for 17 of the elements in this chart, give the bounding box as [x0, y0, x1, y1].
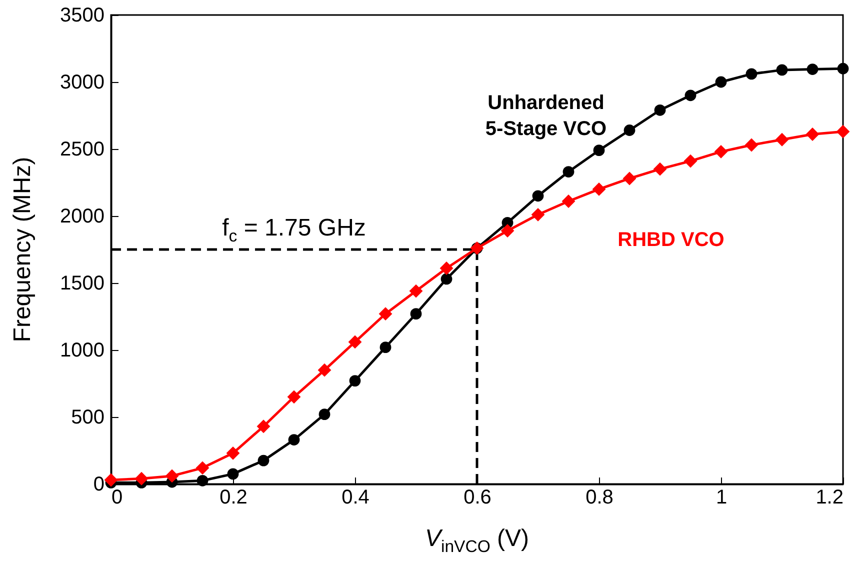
y-tick-label: 2000 — [60, 206, 104, 228]
y-tick-label: 2500 — [60, 138, 104, 160]
series-label: RHBD VCO — [618, 229, 724, 251]
y-tick-label: 1000 — [60, 340, 104, 362]
y-tick-label: 3500 — [60, 4, 104, 26]
series-label: Unhardened 5-Stage VCO — [485, 92, 607, 140]
x-tick-label: 0 — [112, 486, 123, 508]
y-tick-label: 3000 — [60, 72, 104, 94]
y-axis-title: Frequency (MHz) — [9, 156, 36, 342]
x-tick-label: 0.6 — [464, 486, 492, 508]
y-tick-label: 1500 — [60, 272, 104, 294]
x-tick-label: 0.4 — [342, 486, 370, 508]
x-tick-label: 0.8 — [586, 486, 614, 508]
x-tick-label: 0.2 — [220, 486, 248, 508]
x-tick-label: 1.2 — [816, 486, 844, 508]
x-tick-label: 1 — [716, 486, 728, 508]
y-tick-label: 500 — [71, 406, 104, 428]
